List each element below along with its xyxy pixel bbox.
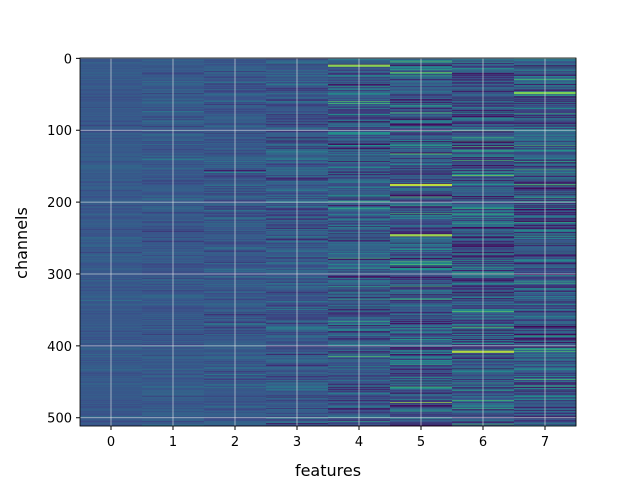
x-axis-ticks: 0 1 2 3 4 5 6 7 xyxy=(107,426,549,450)
grid-lines xyxy=(80,57,576,426)
y-tick-label: 100 xyxy=(47,124,72,139)
y-axis-ticks: 0 100 200 300 400 500 xyxy=(47,52,80,427)
y-tick-label: 200 xyxy=(47,196,72,211)
heatmap-cells xyxy=(80,58,577,427)
x-tick-label: 7 xyxy=(541,435,549,450)
x-tick-label: 6 xyxy=(479,435,487,450)
x-tick-label: 0 xyxy=(107,435,115,450)
x-axis-label: features xyxy=(295,461,361,480)
y-tick-label: 400 xyxy=(47,340,72,355)
plot-frame xyxy=(79,57,577,427)
y-axis-label: channels xyxy=(12,207,31,279)
y-tick-label: 0 xyxy=(64,52,72,67)
x-tick-label: 2 xyxy=(231,435,239,450)
x-tick-label: 3 xyxy=(293,435,301,450)
x-tick-label: 5 xyxy=(417,435,425,450)
y-tick-label: 500 xyxy=(47,412,72,427)
x-tick-label: 1 xyxy=(169,435,177,450)
y-tick-label: 300 xyxy=(47,268,72,283)
x-tick-label: 4 xyxy=(355,435,363,450)
